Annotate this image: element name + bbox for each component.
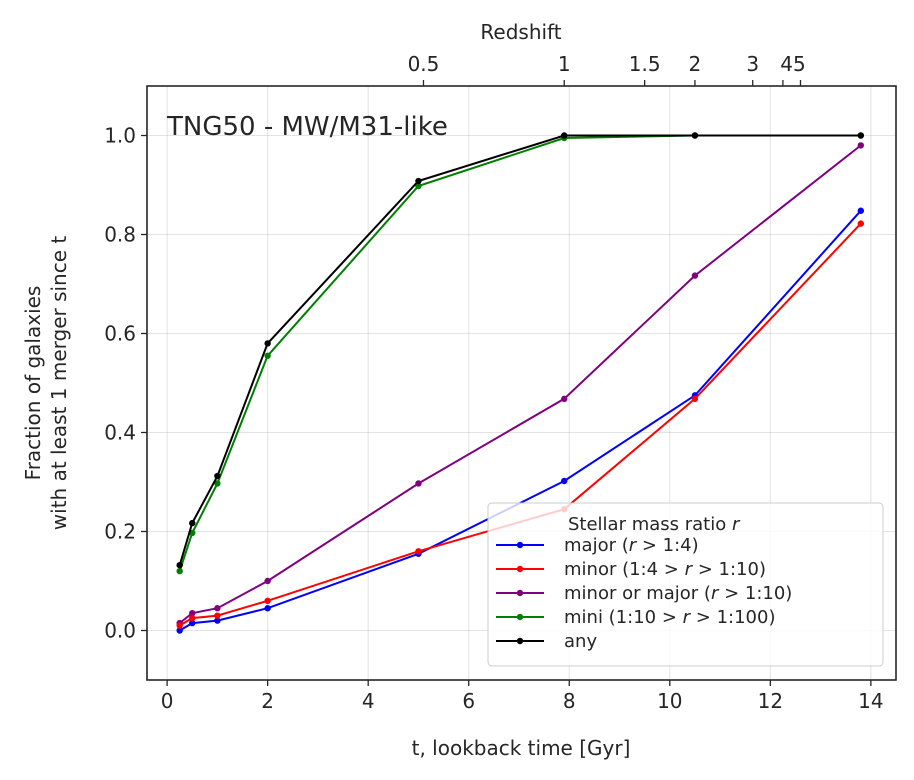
x-axis-label: t, lookback time [Gyr] <box>412 736 631 760</box>
data-point-major <box>264 605 271 612</box>
data-point-minor <box>189 614 196 622</box>
y-tick-label: 0.6 <box>104 322 136 346</box>
legend-entries: major (r > 1:4) minor (1:4 > r > 1:10) min… <box>496 535 792 652</box>
plot-frame <box>146 85 897 681</box>
data-point-mini <box>415 182 422 190</box>
series-line-any <box>178 134 861 566</box>
data-point-major <box>176 627 183 634</box>
data-point-minor <box>264 597 271 604</box>
y-tick-label: 0.4 <box>104 421 136 445</box>
legend-label-any: any <box>564 631 597 652</box>
legend-marker-minor <box>516 565 524 573</box>
x-tick-label: 0 <box>161 689 174 713</box>
data-point-minor <box>214 612 221 619</box>
x-tick-label: 10 <box>657 689 682 713</box>
legend-marker-major <box>516 541 524 549</box>
data-point-any <box>189 519 196 527</box>
data-point-minor-or-major <box>214 605 221 612</box>
data-point-major <box>857 207 865 214</box>
y-tick-label: 1.0 <box>104 124 136 148</box>
legend-marker-any <box>516 637 524 645</box>
data-point-major <box>214 617 221 624</box>
data-point-minor-or-major <box>561 395 568 403</box>
data-point-mini <box>214 480 221 487</box>
legend-label-mini: mini (1:10 > r > 1:100) <box>564 607 775 628</box>
data-point-mini <box>264 352 271 359</box>
y-axis-label-line1: Fraction of galaxies <box>21 286 45 481</box>
chart-annotation: TNG50 - MW/M31-like <box>166 112 448 142</box>
top-tick-label: 1 <box>558 52 571 76</box>
legend-label-minor-or-major: minor or major (r > 1:10) <box>564 583 792 604</box>
data-point-minor-or-major <box>691 272 699 279</box>
top-tick-label: 0.5 <box>408 52 440 76</box>
x-tick-label: 6 <box>462 689 475 713</box>
data-point-any <box>561 132 568 139</box>
legend-label-minor: minor (1:4 > r > 1:10) <box>564 559 766 580</box>
legend: Stellar mass ratio r major (r > 1:4) mino… <box>487 502 884 667</box>
data-point-major <box>561 477 568 485</box>
data-point-any <box>214 472 221 480</box>
y-tick-label: 0.0 <box>104 619 136 643</box>
axis-ticks: 0 2 4 6 8 10 12 14 0.0 0.2 0.4 0.6 0.8 1.0 0.5 1 1.5 2 3 45 <box>104 52 883 713</box>
data-point-minor <box>176 622 183 629</box>
data-point-minor-or-major <box>189 609 196 617</box>
y-tick-label: 0.2 <box>104 520 136 544</box>
data-point-minor <box>691 395 699 403</box>
top-tick-label: 1.5 <box>629 52 661 76</box>
legend-marker-mini <box>516 613 524 621</box>
x-tick-label: 8 <box>563 689 576 713</box>
data-point-minor-or-major <box>264 577 271 585</box>
top-tick-label: 2 <box>689 52 702 76</box>
data-point-any <box>415 177 422 185</box>
y-tick-label: 0.8 <box>104 223 136 247</box>
data-point-major <box>189 619 196 627</box>
data-point-minor <box>857 220 865 227</box>
top-axis-label: Redshift <box>480 20 561 44</box>
series-line-minor <box>179 222 862 627</box>
data-point-any <box>264 340 271 347</box>
x-tick-label: 2 <box>261 689 274 713</box>
top-tick-label: 45 <box>780 52 805 76</box>
data-point-any <box>857 132 865 139</box>
y-axis-label-line2: with at least 1 merger since t <box>47 236 71 531</box>
series-lines <box>176 132 865 634</box>
x-tick-label: 12 <box>758 689 783 713</box>
data-point-mini <box>176 567 183 575</box>
series-line-minor-or-major <box>179 144 862 624</box>
x-tick-label: 14 <box>858 689 883 713</box>
data-point-minor <box>415 548 422 555</box>
series-line-major <box>179 210 862 632</box>
legend-label-major: major (r > 1:4) <box>564 535 699 556</box>
data-point-minor-or-major <box>415 480 422 487</box>
data-point-any <box>691 132 699 139</box>
x-tick-label: 4 <box>362 689 375 713</box>
legend-marker-minor-or-major <box>516 589 524 597</box>
legend-title: Stellar mass ratio r <box>568 514 741 535</box>
legend-box <box>487 502 884 667</box>
data-point-minor-or-major <box>857 142 865 149</box>
data-point-any <box>176 561 183 569</box>
top-tick-label: 3 <box>746 52 759 76</box>
